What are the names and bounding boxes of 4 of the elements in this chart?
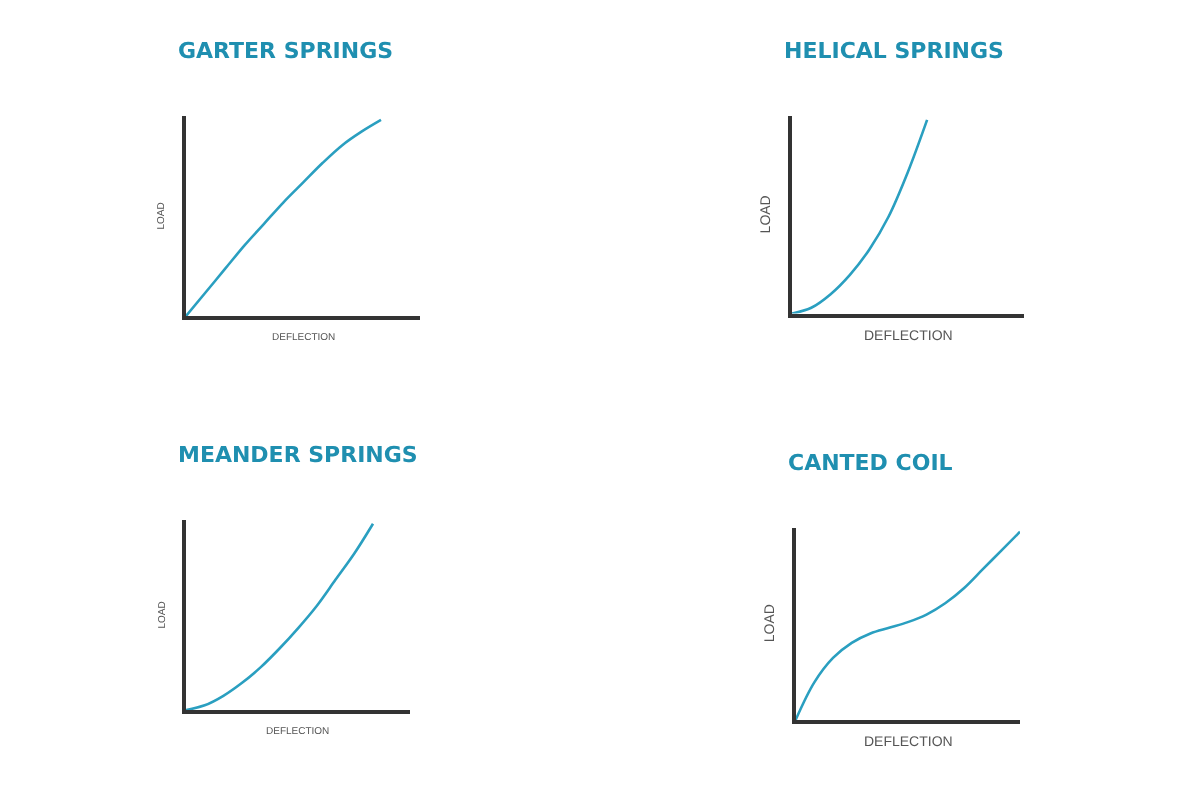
chart-title: CANTED COIL bbox=[788, 450, 953, 476]
chart-title: MEANDER SPRINGS bbox=[178, 442, 418, 468]
chart-title: GARTER SPRINGS bbox=[178, 38, 394, 64]
chart-title: HELICAL SPRINGS bbox=[784, 38, 1005, 64]
